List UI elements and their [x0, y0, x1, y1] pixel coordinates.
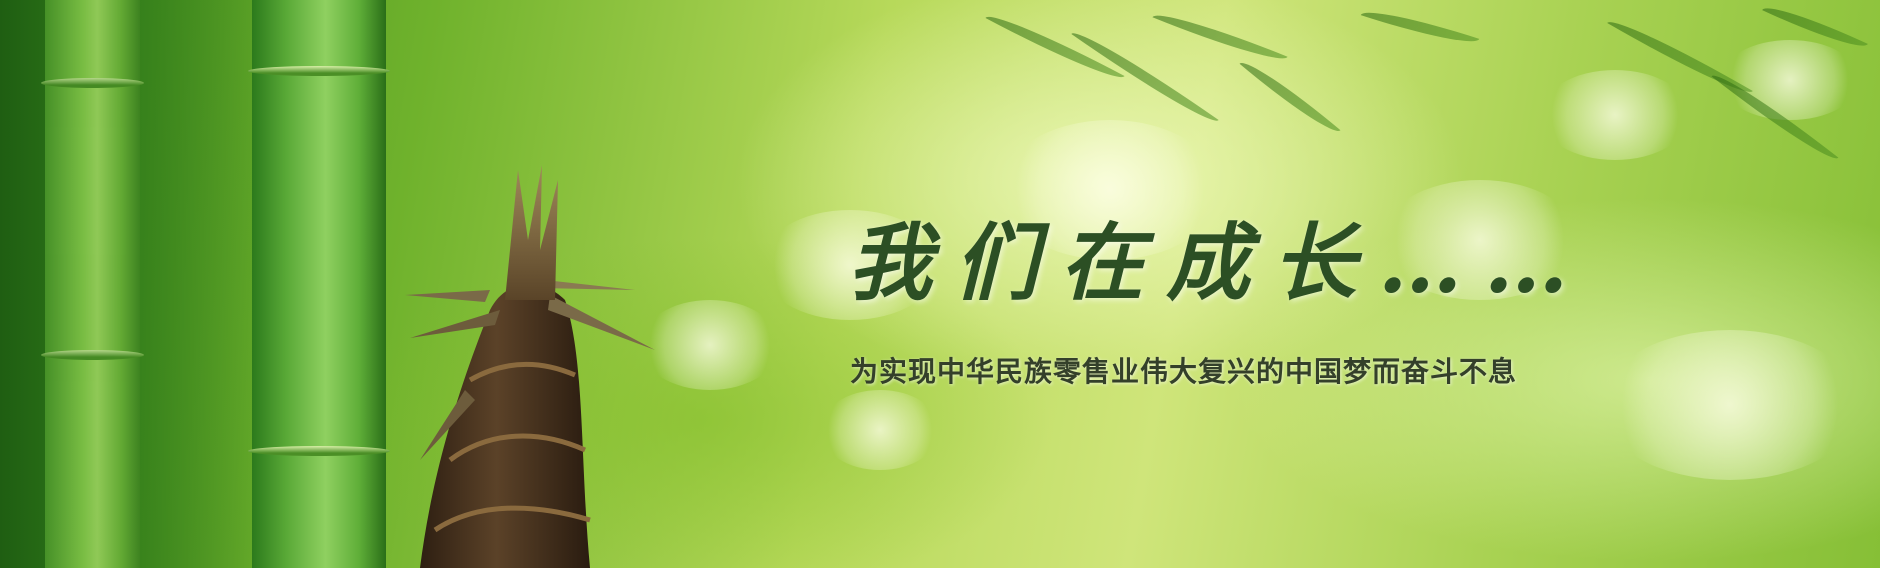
bokeh-light [760, 210, 940, 320]
bokeh-light [1380, 180, 1580, 300]
bamboo-leaf [1360, 1, 1480, 53]
bamboo-node [41, 350, 144, 360]
banner-subtitle: 为实现中华民族零售业伟大复兴的中国梦而奋斗不息 [850, 355, 1518, 388]
bamboo-leaf [1152, 4, 1288, 70]
bamboo-node [248, 446, 390, 456]
bamboo-node [248, 66, 390, 76]
banner-title: 我们在成长…… [848, 213, 1591, 312]
bokeh-light [1000, 120, 1220, 260]
bamboo-leaf [1071, 22, 1219, 132]
bokeh-light [1600, 330, 1860, 480]
bamboo-leaf [1239, 53, 1341, 141]
bamboo-stalk-back [41, 0, 144, 568]
bokeh-light [820, 390, 940, 470]
bokeh-light [640, 300, 780, 390]
bamboo-node [41, 78, 144, 88]
bamboo-shoot-illustration [405, 165, 655, 568]
bokeh-light [1720, 40, 1860, 120]
bokeh-light [1540, 70, 1690, 160]
bamboo-stalk-front [248, 0, 390, 568]
